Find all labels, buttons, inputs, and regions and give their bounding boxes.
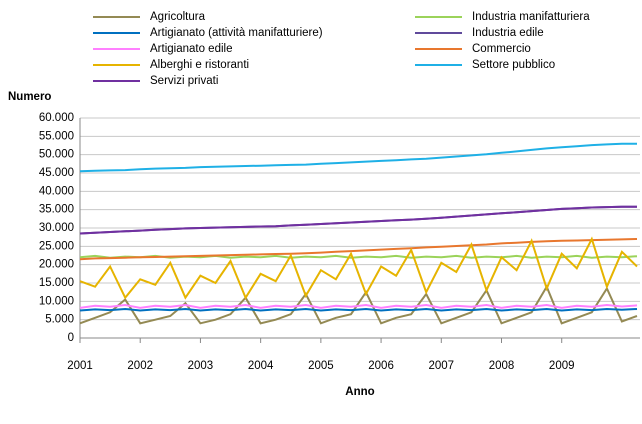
series-line — [79, 303, 638, 309]
y-tick-label: 10.000 — [39, 295, 74, 307]
x-tick-label: 2006 — [368, 360, 394, 372]
x-axis-label: Anno — [345, 386, 374, 398]
x-tick-label: 2005 — [308, 360, 334, 372]
y-tick-label: 55.000 — [39, 130, 74, 142]
x-tick-label: 2008 — [489, 360, 515, 372]
y-tick-label: 20.000 — [39, 259, 74, 271]
series-line — [79, 284, 638, 325]
series-line — [79, 142, 637, 173]
y-tick-label: 45.000 — [39, 167, 74, 179]
legend-label: Alberghi e ristoranti — [150, 59, 249, 71]
series-line — [79, 238, 638, 261]
x-tick-label: 2003 — [188, 360, 214, 372]
legend-label: Commercio — [472, 43, 531, 55]
legend-label: Servizi privati — [150, 75, 218, 87]
x-tick-label: 2001 — [67, 360, 93, 372]
series-line — [79, 307, 638, 312]
x-tick-label: 2004 — [248, 360, 274, 372]
y-tick-label: 35.000 — [39, 204, 74, 216]
legend-label: Industria manifatturiera — [472, 11, 590, 23]
legend-label: Settore pubblico — [472, 59, 555, 71]
y-tick-label: 30.000 — [39, 222, 74, 234]
y-tick-label: 0 — [68, 332, 74, 344]
y-axis-label: Numero — [8, 91, 51, 103]
y-tick-label: 60.000 — [39, 112, 74, 124]
legend-label: Artigianato (attività manifatturiere) — [150, 27, 323, 39]
legend-label: Artigianato edile — [150, 43, 232, 55]
y-tick-label: 25.000 — [39, 240, 74, 252]
x-tick-label: 2002 — [127, 360, 153, 372]
x-tick-label: 2009 — [549, 360, 575, 372]
y-tick-label: 5.000 — [45, 314, 74, 326]
legend-label: Agricoltura — [150, 11, 206, 23]
series-line — [79, 205, 637, 235]
series-line — [79, 236, 638, 300]
y-tick-label: 15.000 — [39, 277, 74, 289]
y-tick-label: 40.000 — [39, 185, 74, 197]
y-tick-label: 50.000 — [39, 149, 74, 161]
x-tick-label: 2007 — [428, 360, 454, 372]
legend-label: Industria edile — [472, 27, 544, 39]
